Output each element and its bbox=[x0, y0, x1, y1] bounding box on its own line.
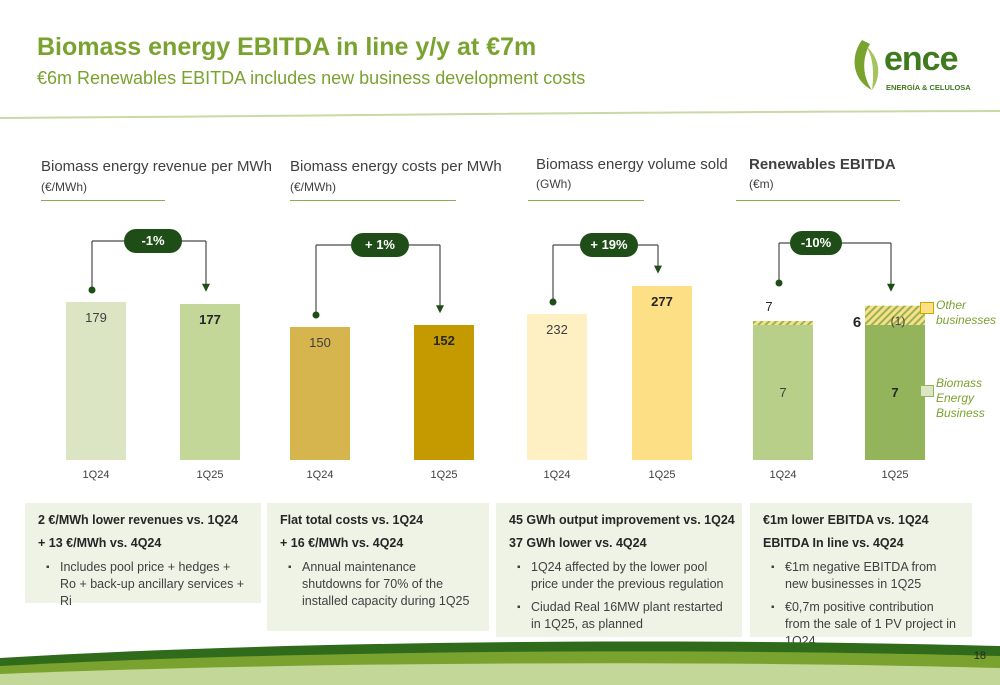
box3-bullet-2: Ciudad Real 16MW plant restarted in 1Q25… bbox=[517, 599, 730, 633]
chart4-unit: (€m) bbox=[749, 177, 774, 191]
chart3-x-label-1Q25: 1Q25 bbox=[648, 469, 676, 481]
footer-swoosh bbox=[0, 641, 1000, 685]
commentary-box-costs: Flat total costs vs. 1Q24 + 16 €/MWh vs.… bbox=[267, 503, 489, 631]
box2-line2: + 16 €/MWh vs. 4Q24 bbox=[280, 536, 404, 550]
chart4-bar-other-1Q25 bbox=[865, 305, 925, 325]
chart2-value-label-1Q25: 152 bbox=[433, 333, 455, 349]
box1-bullet: Includes pool price + hedges + Ro + back… bbox=[46, 559, 249, 610]
legend-swatch-biomass bbox=[920, 385, 934, 397]
chart3-bar-1Q24 bbox=[527, 314, 587, 460]
chart2-change-badge: + 1% bbox=[351, 233, 409, 257]
chart2-unit: (€/MWh) bbox=[290, 180, 336, 194]
chart4-biomass-label-1Q25: 7 bbox=[891, 385, 899, 400]
chart3-unit: (GWh) bbox=[536, 177, 572, 191]
chart1-underline bbox=[41, 200, 165, 201]
chart3-arrow-head bbox=[654, 265, 662, 274]
chart2-bar-1Q24 bbox=[290, 327, 350, 460]
box4-line2: EBITDA In line vs. 4Q24 bbox=[763, 536, 904, 550]
box3-line1: 45 GWh output improvement vs. 1Q24 bbox=[509, 513, 735, 527]
commentary-box-volume: 45 GWh output improvement vs. 1Q24 37 GW… bbox=[496, 503, 742, 637]
chart4-x-label-1Q24: 1Q24 bbox=[769, 469, 797, 481]
logo-tagline: ENERGÍA & CELULOSA bbox=[886, 83, 971, 92]
commentary-box-revenue: 2 €/MWh lower revenues vs. 1Q24 + 13 €/M… bbox=[25, 503, 261, 608]
chart4-total-label-1Q24: 7 bbox=[765, 299, 773, 314]
chart3-value-label-1Q25: 277 bbox=[651, 293, 673, 309]
chart1-bar-1Q24 bbox=[66, 302, 126, 460]
logo-wordmark: ence bbox=[884, 40, 958, 78]
chart3-arrow-start-dot bbox=[549, 298, 557, 306]
chart2-x-label-1Q25: 1Q25 bbox=[430, 469, 458, 481]
chart4-bar-biomass-1Q25 bbox=[865, 325, 925, 460]
chart4-x-label-1Q25: 1Q25 bbox=[881, 469, 909, 481]
box3-line2: 37 GWh lower vs. 4Q24 bbox=[509, 536, 647, 550]
chart3-underline bbox=[528, 200, 644, 201]
legend-label-biomass: Biomass Energy Business bbox=[936, 376, 985, 420]
chart3-title: Biomass energy volume sold bbox=[536, 156, 728, 173]
chart4-change-badge: -10% bbox=[790, 231, 842, 255]
page-number: 18 bbox=[973, 650, 986, 662]
chart3-value-label-1Q24: 232 bbox=[546, 322, 568, 337]
header-divider bbox=[0, 110, 1000, 119]
chart1-value-label-1Q25: 177 bbox=[199, 311, 221, 327]
chart4-underline bbox=[736, 200, 900, 201]
chart2-arrow-head bbox=[436, 305, 444, 314]
chart4-title: Renewables EBITDA bbox=[749, 156, 896, 173]
chart2-title: Biomass energy costs per MWh bbox=[290, 158, 502, 175]
box2-line1: Flat total costs vs. 1Q24 bbox=[280, 513, 424, 527]
chart1-unit: (€/MWh) bbox=[41, 180, 87, 194]
legend-label-other: Other businesses bbox=[936, 298, 997, 327]
leaf-icon bbox=[854, 40, 879, 90]
box4-line1: €1m lower EBITDA vs. 1Q24 bbox=[763, 513, 929, 527]
box1-line1: 2 €/MWh lower revenues vs. 1Q24 bbox=[38, 513, 239, 527]
chart4-arrow-head bbox=[887, 283, 895, 292]
ence-logo: ence ENERGÍA & CELULOSA bbox=[848, 36, 978, 96]
chart4-total-label-1Q25: 6 bbox=[852, 313, 862, 331]
chart1-title: Biomass energy revenue per MWh bbox=[41, 158, 272, 175]
box3-bullet-1: 1Q24 affected by the lower pool price un… bbox=[517, 559, 730, 593]
chart4-arrow-start-dot bbox=[775, 279, 783, 287]
chart3-bar-1Q25 bbox=[632, 285, 692, 460]
chart4-bar-biomass-1Q24 bbox=[753, 325, 813, 460]
chart1-bar-1Q25 bbox=[180, 303, 240, 460]
box4-bullet-1: €1m negative EBITDA from new businesses … bbox=[771, 559, 960, 593]
chart1-change-badge: -1% bbox=[124, 229, 182, 253]
chart1-value-label-1Q24: 179 bbox=[85, 310, 107, 325]
chart1-x-label-1Q25: 1Q25 bbox=[196, 469, 224, 481]
chart1-arrow-head bbox=[202, 283, 210, 292]
box1-line2: + 13 €/MWh vs. 4Q24 bbox=[38, 536, 162, 550]
chart3-change-badge: + 19% bbox=[580, 233, 638, 257]
charts-area: 179 1Q24 177 1Q25 -1% 150 1Q24 152 1Q25 + 1% 232 1Q… bbox=[66, 229, 925, 481]
chart2-underline bbox=[290, 200, 456, 201]
chart1-arrow-start-dot bbox=[88, 286, 96, 294]
legend-swatch-other bbox=[920, 302, 934, 314]
chart1-x-label-1Q24: 1Q24 bbox=[82, 469, 110, 481]
chart2-arrow-start-dot bbox=[312, 311, 320, 319]
chart4-bar-other-1Q24 bbox=[753, 321, 813, 325]
chart2-x-label-1Q24: 1Q24 bbox=[306, 469, 334, 481]
box2-bullet: Annual maintenance shutdowns for 70% of … bbox=[288, 559, 477, 610]
chart3-x-label-1Q24: 1Q24 bbox=[543, 469, 571, 481]
chart4-biomass-label-1Q24: 7 bbox=[779, 385, 787, 400]
page-subtitle: €6m Renewables EBITDA includes new busin… bbox=[37, 68, 586, 88]
chart2-bar-1Q25 bbox=[414, 325, 474, 460]
commentary-box-ebitda: €1m lower EBITDA vs. 1Q24 EBITDA In line… bbox=[750, 503, 972, 648]
chart2-value-label-1Q24: 150 bbox=[309, 335, 331, 350]
chart4-other-label-1Q25: (1) bbox=[890, 313, 906, 328]
page-title: Biomass energy EBITDA in line y/y at €7m bbox=[37, 33, 537, 61]
